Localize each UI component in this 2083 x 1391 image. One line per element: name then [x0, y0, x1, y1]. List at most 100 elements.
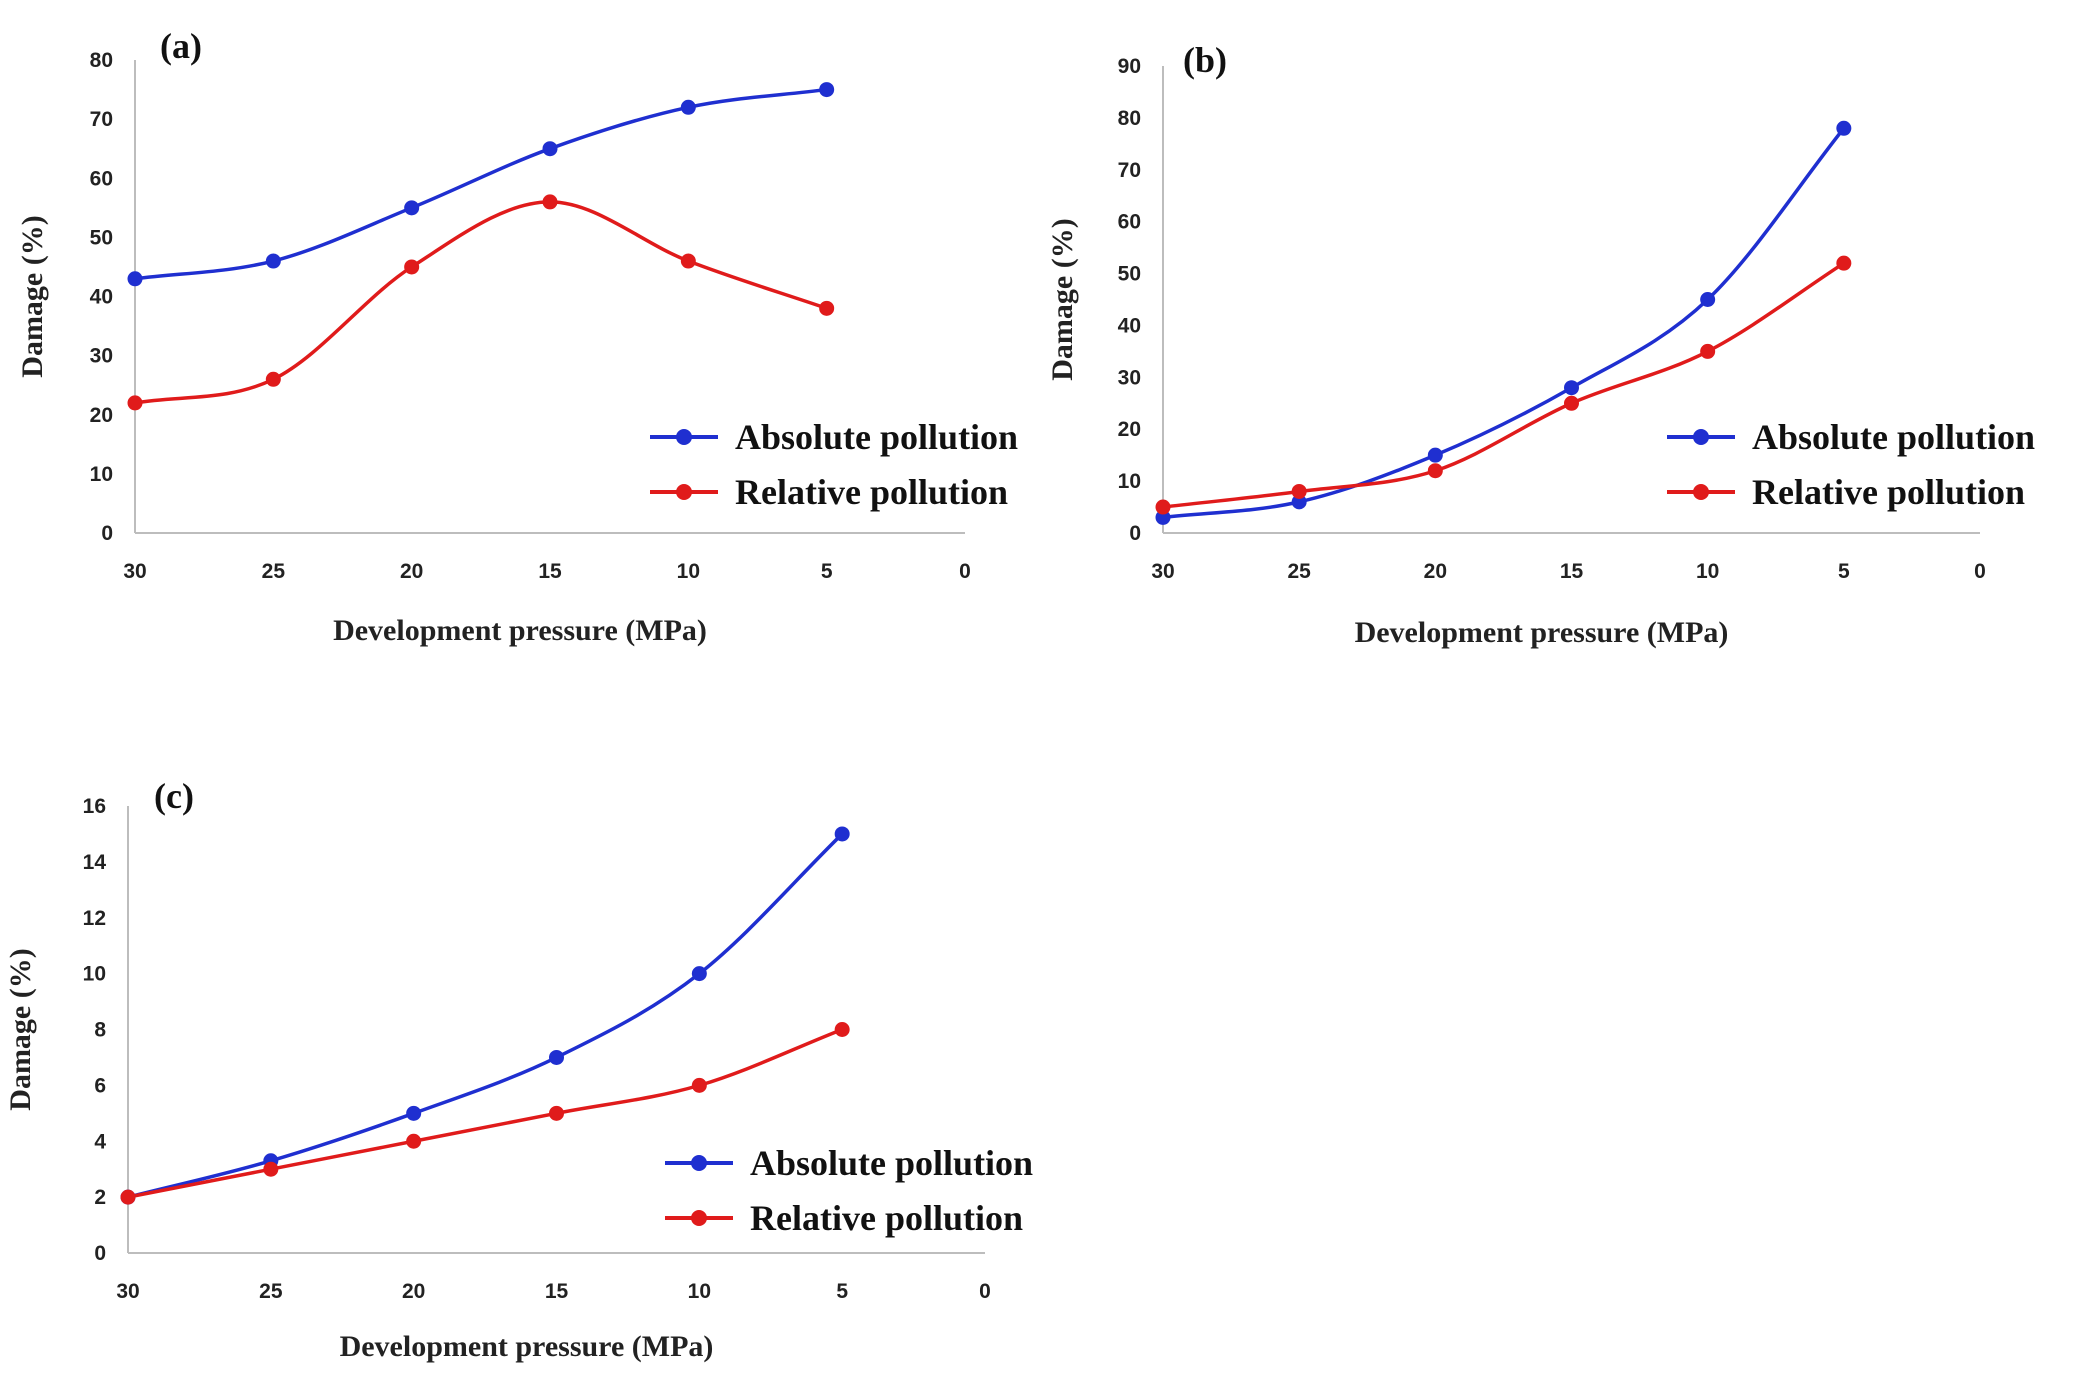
chart-b-y-tick-label: 80	[1118, 107, 1141, 130]
chart-c-x-tick-label: 25	[259, 1280, 283, 1303]
chart-c-x-tick-label: 20	[402, 1280, 425, 1303]
chart-a-x-tick-label: 25	[262, 560, 286, 583]
chart-a-legend-marker-relative	[676, 484, 692, 500]
chart-b-x-tick-label: 10	[1696, 560, 1719, 583]
chart-a-x-tick-label: 0	[959, 560, 971, 583]
chart-a-x-tick-label: 5	[821, 560, 833, 583]
chart-c-y-tick-label: 8	[94, 1019, 106, 1042]
chart-b-x-tick-label: 0	[1974, 560, 1986, 583]
chart-b-y-tick-label: 90	[1118, 55, 1141, 78]
chart-a-point-relative	[680, 253, 696, 269]
chart-c-y-tick-label: 2	[94, 1186, 106, 1209]
chart-b-y-tick-label: 20	[1118, 418, 1141, 441]
chart-c-y-tick-label: 10	[83, 963, 106, 986]
chart-b-point-absolute	[1700, 292, 1716, 307]
chart-c-point-relative	[834, 1022, 850, 1037]
chart-c: 0 2 4 6 8 10 12 14 16 30 25 20 15 10 5 0 Development pre…	[4, 776, 1033, 1363]
chart-a-point-relative	[265, 371, 281, 387]
chart-c-y-tick-label: 0	[94, 1242, 106, 1265]
chart-b-point-relative	[1836, 255, 1852, 271]
chart-c-y-tick-label: 6	[94, 1074, 106, 1097]
chart-b-legend-marker-relative	[1693, 484, 1709, 500]
chart-a-point-absolute	[265, 253, 281, 269]
chart-c-series-line-relative	[126, 1027, 844, 1199]
chart-b-point-absolute	[1427, 447, 1443, 463]
chart-a-y-tick-label: 70	[90, 108, 113, 131]
chart-a-point-absolute	[127, 271, 143, 287]
chart-b-y-tick-label: 30	[1118, 366, 1141, 389]
chart-a-point-absolute	[819, 82, 835, 98]
chart-a-y-tick-label: 60	[90, 167, 113, 190]
chart-a-legend-label-absolute: Absolute pollution	[735, 417, 1018, 457]
chart-c-y-tick-label: 16	[83, 795, 106, 818]
chart-a-y-tick-label: 50	[90, 226, 113, 249]
chart-a-series-line-absolute	[133, 87, 829, 281]
chart-a-point-absolute	[680, 99, 696, 115]
chart-a-x-axis-title: Development pressure (MPa)	[333, 614, 707, 647]
chart-c-series-line-absolute	[126, 832, 844, 1199]
chart-b-y-tick-label: 70	[1118, 159, 1141, 182]
chart-c-point-relative	[549, 1105, 564, 1121]
chart-a-point-relative	[127, 395, 143, 411]
chart-c-point-absolute	[549, 1049, 564, 1065]
chart-c-point-absolute	[691, 966, 707, 982]
chart-b-point-relative	[1291, 483, 1307, 499]
chart-a-series-line-relative	[133, 200, 829, 405]
chart-b-point-absolute	[1291, 494, 1307, 510]
chart-c-x-tick-label: 0	[979, 1280, 991, 1303]
chart-a-legend-marker-absolute	[676, 429, 692, 445]
chart-a-y-tick-label: 0	[101, 522, 113, 545]
chart-c-legend-label-absolute: Absolute pollution	[750, 1143, 1033, 1183]
chart-c-point-relative	[691, 1077, 707, 1093]
chart-a-y-tick-label: 30	[90, 345, 113, 368]
chart-c-y-axis-title: Damage (%)	[4, 948, 37, 1110]
chart-c-panel-label: (c)	[154, 776, 194, 816]
chart-b-y-tick-label: 0	[1129, 522, 1141, 545]
chart-b-point-relative	[1155, 499, 1171, 515]
chart-b-series-line-relative	[1161, 261, 1846, 509]
chart-b-x-tick-label: 5	[1838, 560, 1850, 583]
chart-c-legend-marker-absolute	[691, 1155, 707, 1171]
chart-b-x-tick-label: 30	[1151, 560, 1174, 583]
chart-b-y-tick-label: 50	[1118, 263, 1141, 286]
chart-c-y-tick-label: 4	[94, 1130, 106, 1153]
chart-b-y-axis-title: Damage (%)	[1046, 218, 1079, 380]
chart-c-legend-label-relative: Relative pollution	[750, 1198, 1023, 1238]
chart-c-point-relative	[263, 1161, 279, 1177]
chart-b-series-line-absolute	[1161, 126, 1846, 520]
chart-b-legend-marker-absolute	[1693, 429, 1709, 445]
chart-b-y-tick-label: 60	[1118, 211, 1141, 234]
chart-a-y-tick-label: 10	[90, 463, 113, 486]
chart-b-point-absolute	[1155, 509, 1171, 525]
chart-a-y-tick-label: 40	[90, 286, 113, 309]
chart-c-legend-marker-relative	[691, 1210, 707, 1226]
chart-a-point-absolute	[542, 141, 558, 157]
chart-b-y-tick-label: 40	[1118, 314, 1141, 337]
chart-a-point-relative	[819, 300, 835, 316]
chart-a-y-tick-label: 80	[90, 49, 113, 72]
chart-a-point-absolute	[404, 200, 420, 216]
chart-a-y-axis-title: Damage (%)	[16, 215, 49, 377]
chart-b-point-relative	[1427, 463, 1443, 479]
chart-a-y-tick-label: 20	[90, 404, 113, 427]
chart-b-point-absolute	[1836, 120, 1852, 136]
chart-a-x-tick-label: 10	[677, 560, 700, 583]
chart-b-point-absolute	[1564, 380, 1579, 396]
chart-c-point-absolute	[406, 1105, 422, 1121]
chart-c-y-tick-label: 14	[83, 851, 107, 874]
chart-c-x-tick-label: 15	[545, 1280, 569, 1303]
chart-b-point-relative	[1700, 343, 1716, 359]
chart-a-x-tick-label: 20	[400, 560, 423, 583]
chart-a-x-tick-label: 15	[538, 560, 562, 583]
chart-a-legend-label-relative: Relative pollution	[735, 472, 1008, 512]
chart-b-x-tick-label: 15	[1560, 560, 1584, 583]
chart-c-point-relative	[120, 1189, 136, 1205]
chart-b-x-axis-title: Development pressure (MPa)	[1355, 616, 1729, 649]
chart-c-x-tick-label: 5	[836, 1280, 848, 1303]
chart-c-x-tick-label: 10	[688, 1280, 711, 1303]
chart-b-y-tick-label: 10	[1118, 470, 1141, 493]
chart-a-point-relative	[404, 259, 420, 275]
chart-b-legend-label-relative: Relative pollution	[1752, 472, 2025, 512]
